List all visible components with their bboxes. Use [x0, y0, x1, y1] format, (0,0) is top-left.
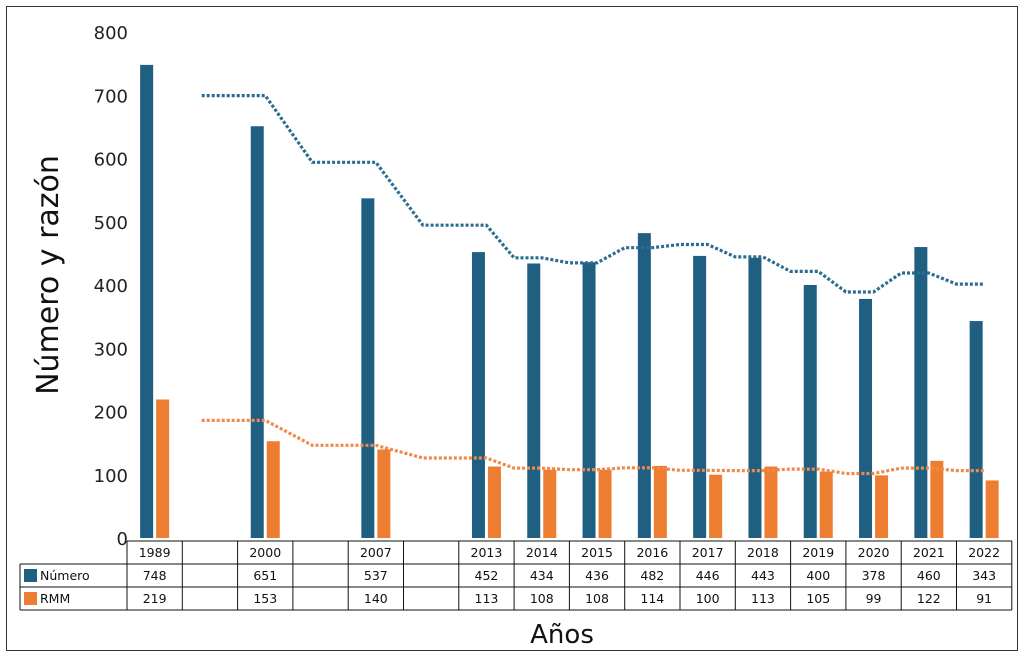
- bar-rmm: [930, 460, 944, 538]
- data-label: 140: [364, 591, 388, 606]
- y-tick-label: 400: [94, 276, 128, 297]
- bar-numero: [748, 257, 762, 538]
- data-label: 113: [475, 591, 499, 606]
- data-label: 108: [530, 591, 554, 606]
- y-tick-label: 600: [94, 150, 128, 171]
- x-tick-label: 2000: [249, 545, 281, 560]
- x-tick-label: 2018: [747, 545, 779, 560]
- bar-numero: [637, 233, 651, 538]
- bar-numero: [250, 126, 264, 539]
- x-axis-title: Años: [530, 620, 594, 647]
- bars: [140, 64, 999, 539]
- data-label: 343: [972, 568, 996, 583]
- trendline-rmm: [201, 418, 985, 476]
- bar-numero: [969, 321, 983, 538]
- bar-numero: [140, 64, 154, 538]
- data-label: 651: [253, 568, 277, 583]
- trendlines: [201, 93, 985, 476]
- bar-numero: [471, 252, 485, 539]
- legend-swatch: [24, 569, 37, 582]
- data-table: 1989 2000 2007 2013 2014 2015 2016 2017 2018 2019…: [19, 540, 1013, 611]
- data-label: 99: [866, 591, 882, 606]
- data-label: 100: [696, 591, 720, 606]
- x-tick-label: 2022: [968, 545, 1000, 560]
- data-label: 446: [696, 568, 720, 583]
- y-tick-label: 300: [94, 339, 128, 360]
- data-label: 91: [976, 591, 992, 606]
- y-tick-label: 700: [94, 86, 128, 107]
- data-label: 113: [751, 591, 775, 606]
- data-label: 108: [585, 591, 609, 606]
- data-label: 460: [917, 568, 941, 583]
- data-label: 378: [862, 568, 886, 583]
- bar-numero: [527, 263, 541, 538]
- bar-numero: [582, 262, 596, 538]
- data-label: 219: [143, 591, 167, 606]
- bar-rmm: [543, 469, 557, 538]
- x-tick-label: 2014: [526, 545, 558, 560]
- y-tick-label: 100: [94, 466, 128, 487]
- bar-numero: [361, 198, 375, 538]
- bar-rmm: [266, 441, 280, 538]
- x-tick-label: 2020: [858, 545, 890, 560]
- bar-rmm: [156, 399, 170, 538]
- data-label: 537: [364, 568, 388, 583]
- legend-label: Número: [40, 568, 90, 583]
- x-tick-label: 2007: [360, 545, 392, 560]
- y-tick-label: 0: [117, 529, 128, 550]
- x-tick-label: 2019: [802, 545, 834, 560]
- bar-rmm: [598, 469, 612, 538]
- x-tick-label: 1989: [139, 545, 171, 560]
- data-label: 114: [640, 591, 664, 606]
- data-label: 105: [806, 591, 830, 606]
- data-label: 153: [253, 591, 277, 606]
- bar-rmm: [487, 466, 501, 538]
- bar-numero: [803, 285, 817, 538]
- x-tick-label: 2021: [913, 545, 945, 560]
- y-axis-ticks: 0 100 200 300 400 500 600 700 800: [94, 23, 128, 550]
- bar-rmm: [653, 465, 667, 538]
- data-label: 400: [806, 568, 830, 583]
- data-label: 436: [585, 568, 609, 583]
- bar-rmm: [764, 466, 778, 538]
- x-tick-label: 2016: [636, 545, 668, 560]
- y-axis-title: Número y razón: [31, 155, 66, 395]
- bar-numero: [914, 247, 928, 539]
- legend-label: RMM: [40, 591, 70, 606]
- chart-frame: [6, 6, 1018, 651]
- bar-rmm: [709, 474, 723, 538]
- trendline-numero: [201, 93, 985, 294]
- x-tick-label: 2017: [692, 545, 724, 560]
- y-tick-label: 800: [94, 23, 128, 44]
- data-label: 452: [475, 568, 499, 583]
- bar-rmm: [377, 449, 391, 538]
- x-tick-label: 2013: [471, 545, 503, 560]
- bar-numero: [859, 298, 873, 538]
- y-tick-label: 500: [94, 213, 128, 234]
- bar-rmm: [875, 475, 889, 538]
- x-tick-label: 2015: [581, 545, 613, 560]
- data-label: 122: [917, 591, 941, 606]
- data-label: 482: [640, 568, 664, 583]
- bar-rmm: [819, 471, 833, 538]
- bar-rmm: [985, 480, 999, 538]
- data-label: 443: [751, 568, 775, 583]
- y-tick-label: 200: [94, 403, 128, 424]
- bar-numero: [693, 255, 707, 538]
- data-label: 434: [530, 568, 554, 583]
- data-label: 748: [143, 568, 167, 583]
- legend-swatch: [24, 592, 37, 605]
